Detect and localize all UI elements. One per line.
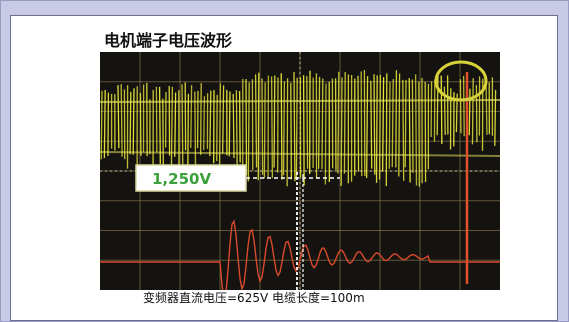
- trace-stroke: [293, 71, 296, 182]
- trace-stroke: [357, 75, 360, 172]
- trace-stroke: [132, 88, 135, 155]
- trace-stroke: [222, 85, 225, 154]
- trace-stroke: [117, 85, 120, 149]
- trace-stroke: [365, 76, 369, 178]
- trace-stroke: [398, 73, 401, 177]
- trace-stroke: [418, 81, 420, 187]
- trace-stroke: [385, 73, 388, 186]
- trace-stroke: [402, 79, 405, 181]
- trace-stroke: [430, 81, 433, 138]
- ringing-trace-red: [100, 72, 500, 290]
- trace-stroke: [194, 91, 197, 166]
- trace-stroke: [295, 77, 298, 179]
- trace-stroke: [414, 74, 418, 186]
- trace-stroke: [459, 79, 462, 134]
- trace-stroke: [321, 78, 324, 169]
- trace-stroke: [485, 78, 488, 135]
- trace-stroke: [232, 93, 235, 158]
- voltage-trace-yellow: [100, 69, 500, 187]
- trace-stroke: [174, 92, 177, 157]
- trace-stroke: [273, 75, 276, 168]
- trace-stroke: [373, 74, 376, 175]
- peak-label-box: [135, 164, 247, 192]
- trace-stroke: [261, 78, 264, 175]
- trace-stroke: [494, 89, 497, 146]
- trace-stroke: [282, 81, 286, 176]
- peak-highlight-circle: [434, 60, 488, 102]
- trace-stroke: [395, 70, 398, 168]
- trace-stroke: [120, 84, 123, 157]
- trace-stroke: [235, 90, 238, 169]
- trace-stroke: [475, 85, 478, 143]
- trace-stroke: [391, 79, 394, 168]
- trace-stroke: [343, 72, 346, 174]
- peak-callout: 1,250V: [135, 164, 247, 192]
- trace-stroke: [468, 88, 471, 136]
- trace-stroke: [139, 92, 142, 156]
- trace-stroke: [190, 85, 193, 148]
- figure-caption: 变频器直流电压=625V 电缆长度=100m: [143, 291, 365, 305]
- trace-stroke: [257, 72, 260, 181]
- trace-stroke: [203, 96, 206, 151]
- trace-stroke: [270, 76, 274, 179]
- trace-stroke: [462, 75, 465, 137]
- trace-stroke: [247, 82, 250, 182]
- trace-stroke: [170, 86, 174, 169]
- trace-stroke: [411, 79, 414, 173]
- trace-stroke: [263, 82, 266, 179]
- trace-stroke: [302, 75, 305, 186]
- trace-stroke: [337, 71, 340, 174]
- trace-stroke: [290, 82, 293, 180]
- trace-stroke: [340, 77, 343, 186]
- ringing-path: [100, 219, 500, 290]
- peak-label: 1,250V: [152, 170, 211, 188]
- trace-stroke: [378, 74, 382, 180]
- oscilloscope-image: 1,250V: [100, 52, 500, 290]
- trace-stroke: [381, 77, 385, 172]
- trace-stroke: [158, 86, 161, 164]
- trace-stroke: [404, 79, 407, 168]
- trace-stroke: [360, 71, 363, 177]
- trace-stroke: [471, 78, 474, 145]
- trace-stroke: [440, 75, 443, 145]
- trace-stroke: [408, 78, 411, 183]
- trace-stroke: [181, 84, 184, 165]
- trace-stroke: [324, 83, 327, 185]
- trace-stroke: [200, 83, 202, 155]
- trace-stroke: [245, 79, 248, 175]
- trace-baseline-upper: [100, 99, 500, 103]
- trace-stroke: [254, 74, 258, 168]
- trace-stroke: [238, 90, 241, 163]
- figure-title: 电机端子电压波形: [104, 31, 233, 50]
- trace-baseline-lower: [100, 151, 500, 157]
- trace-stroke: [375, 75, 378, 183]
- trace-stroke: [103, 89, 106, 159]
- trace-stroke: [187, 93, 190, 167]
- trace-stroke: [280, 73, 283, 180]
